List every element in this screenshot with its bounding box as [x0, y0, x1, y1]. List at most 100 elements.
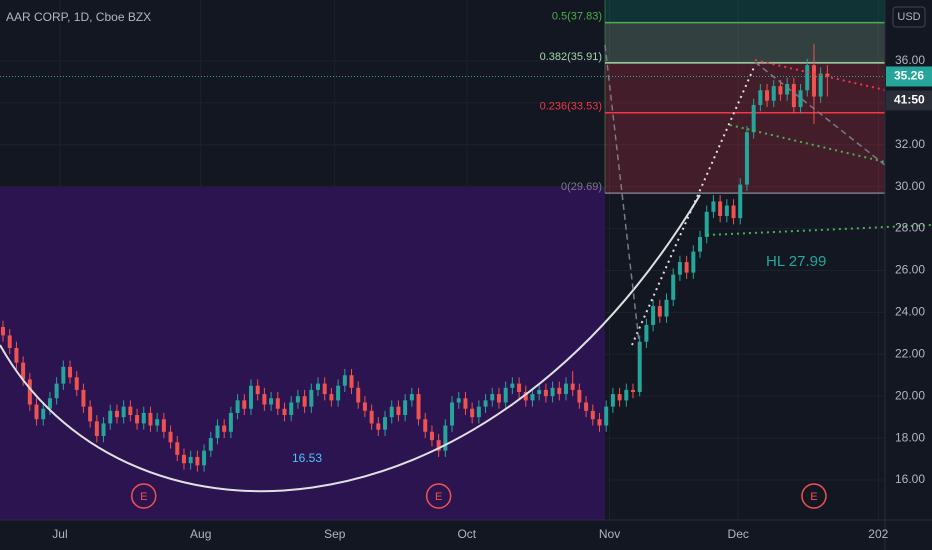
candle-body	[791, 84, 796, 108]
fib-zone	[605, 62, 885, 113]
candle-body	[302, 396, 307, 407]
event-marker	[131, 483, 157, 509]
candle-body	[295, 396, 300, 403]
candle-body	[530, 394, 535, 401]
fib-level-label: 0(29.69)	[561, 181, 602, 193]
candle-body	[128, 406, 133, 416]
candle-body	[771, 86, 776, 101]
candle-body	[637, 341, 642, 392]
candle-body	[517, 383, 522, 392]
candle-body	[101, 423, 106, 436]
candle-body	[590, 410, 595, 420]
candle-body	[409, 394, 414, 401]
candle-body	[88, 406, 93, 422]
candle-body	[195, 456, 200, 466]
candle-body	[208, 438, 213, 451]
y-tick-label: 36.00	[895, 53, 925, 67]
y-tick-label: 16.00	[895, 472, 925, 486]
candle-body	[758, 90, 763, 105]
candle-body	[496, 394, 501, 403]
candle-body	[383, 417, 388, 430]
candle-body	[811, 65, 816, 97]
candle-body	[248, 385, 253, 409]
candle-body	[148, 412, 153, 426]
candle-body	[450, 402, 455, 426]
y-tick-label: 22.00	[895, 346, 925, 360]
candle-body	[34, 404, 39, 420]
annotation: HL 27.99	[766, 253, 826, 270]
candle-body	[429, 431, 434, 441]
candle-body	[537, 389, 542, 395]
candle-body	[610, 394, 615, 407]
candle-body	[490, 394, 495, 401]
y-tick-label: 32.00	[895, 137, 925, 151]
candle-body	[718, 201, 723, 217]
chart-title: AAR CORP, 1D, Cboe BZX	[6, 10, 151, 24]
candle-body	[228, 412, 233, 432]
candle-body	[724, 205, 729, 217]
candle-body	[342, 375, 347, 386]
candle-body	[543, 389, 548, 397]
trend-line	[729, 124, 886, 163]
candle-body	[74, 377, 79, 390]
candle-body	[269, 398, 274, 405]
x-tick-label: Sep	[324, 527, 346, 541]
candle-body	[61, 366, 66, 384]
candle-body	[798, 90, 803, 108]
fib-level-label: 0.236(33.53)	[540, 101, 602, 113]
candle-body	[349, 375, 354, 388]
price-box	[886, 66, 932, 87]
candle-body	[463, 398, 468, 409]
candle-body	[584, 402, 589, 411]
candle-body	[54, 383, 59, 399]
candle-body	[235, 400, 240, 413]
countdown-box	[886, 90, 932, 111]
candle-body	[563, 383, 568, 395]
candle-body	[470, 408, 475, 418]
candle-body	[577, 389, 582, 403]
candle-body	[557, 387, 562, 395]
y-tick-label: 28.00	[895, 221, 925, 235]
candle-body	[691, 251, 696, 273]
candle-body	[731, 205, 736, 219]
candle-body	[7, 335, 12, 348]
candle-body	[94, 421, 99, 436]
candle-body	[456, 398, 461, 403]
candle-body	[282, 408, 287, 416]
x-tick-label: 202	[868, 527, 888, 541]
x-tick-label: Oct	[457, 527, 476, 541]
candle-body	[316, 383, 321, 390]
candle-body	[416, 394, 421, 420]
fib-zone	[605, 22, 885, 63]
x-tick-label: Nov	[599, 527, 620, 541]
candle-body	[423, 419, 428, 432]
candle-body	[677, 262, 682, 275]
candle-body	[336, 385, 341, 401]
candle-body	[289, 402, 294, 416]
candle-body	[175, 442, 180, 455]
candle-body	[356, 387, 361, 403]
candle-body	[751, 104, 756, 133]
candle-body	[657, 306, 662, 317]
candle-body	[47, 398, 52, 409]
countdown: 41:50	[894, 93, 925, 107]
fib-level-label: 0.5(37.83)	[552, 11, 602, 23]
event-label: E	[810, 491, 817, 503]
y-tick-label: 18.00	[895, 430, 925, 444]
candle-body	[644, 324, 649, 342]
candle-body	[41, 408, 46, 420]
candle-body	[114, 410, 119, 418]
candle-body	[161, 419, 166, 432]
candle-body	[503, 387, 508, 403]
candle-body	[68, 366, 73, 378]
y-tick-label: 20.00	[895, 388, 925, 402]
candle-body	[309, 389, 314, 407]
candle-body	[617, 394, 622, 401]
y-tick-label: 26.00	[895, 263, 925, 277]
candle-body	[1, 327, 6, 336]
candle-body	[222, 425, 227, 432]
candle-body	[369, 410, 374, 424]
candle-body	[155, 419, 160, 426]
candle-body	[765, 90, 770, 101]
candle-body	[631, 389, 636, 392]
